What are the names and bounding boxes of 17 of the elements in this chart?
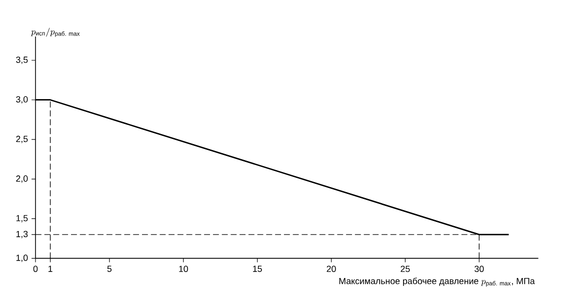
y-tick-label: 2,5: [16, 136, 28, 144]
y-tick-label: 3,0: [16, 96, 28, 104]
x-tick-label: 10: [179, 266, 188, 272]
x-tick-label: 15: [253, 266, 262, 272]
y-tick-label: 1,0: [16, 254, 28, 262]
y-tick-label: 1,3: [16, 231, 28, 238]
y-axis-title: $p_{\text{исп}}/p_{\text{раб. max}}$: [30, 28, 80, 38]
x-tick-label: 5: [107, 266, 112, 272]
y-tick-label: 1,5: [16, 215, 28, 222]
x-axis-title: $\text{Максимальное рабочее давление }p_{\text{раб. max}}\text{, МПа}$: [339, 278, 535, 287]
x-tick-label: 0: [33, 266, 38, 272]
x-tick-label: 20: [326, 266, 336, 272]
x-tick-label: 30: [474, 266, 484, 272]
x-tick-label: 25: [400, 266, 410, 272]
y-tick-label: 3,5: [16, 56, 28, 64]
y-tick-label: 2,0: [16, 176, 28, 183]
x-tick-label: 1: [48, 266, 52, 272]
